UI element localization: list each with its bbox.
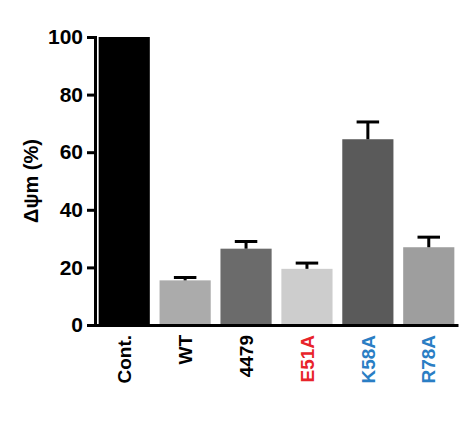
error-stem (366, 122, 369, 139)
bar (220, 249, 271, 325)
x-tick-label: K58A (358, 335, 379, 384)
error-cap (357, 120, 380, 123)
y-tick-label: 100 (48, 25, 83, 48)
y-tick: 20 (60, 256, 95, 279)
x-tick: K58A (358, 325, 379, 384)
bar (403, 247, 454, 325)
y-tick-label: 40 (60, 198, 83, 221)
x-tick: 4479 (236, 325, 257, 377)
error-bar (357, 122, 380, 139)
x-tick-label: R78A (418, 335, 439, 384)
y-tick-mark (87, 151, 95, 154)
x-tick: E51A (297, 325, 318, 383)
error-bar (296, 263, 319, 269)
y-tick-mark (87, 324, 95, 327)
error-bar (235, 241, 258, 248)
error-bar (418, 237, 441, 247)
y-tick-mark (87, 209, 95, 212)
x-tick: Cont. (114, 325, 135, 384)
y-tick: 100 (48, 25, 95, 48)
error-stem (427, 237, 430, 247)
plot-area (99, 37, 455, 325)
error-bar (174, 277, 197, 280)
bar (99, 37, 150, 325)
y-tick-label: 0 (71, 313, 83, 336)
x-tick: R78A (418, 325, 439, 384)
y-tick-label: 20 (60, 256, 83, 279)
y-tick: 40 (60, 198, 95, 221)
y-tick-mark (87, 36, 95, 39)
x-tick-label: E51A (297, 335, 318, 383)
error-cap (418, 236, 441, 239)
chart: 0 20 40 60 80 100 Cont. WT 4479 E51A K58A R78A Δψm (… (0, 0, 471, 431)
x-tick-label: WT (175, 335, 196, 365)
bar (281, 269, 332, 325)
error-cap (174, 276, 197, 279)
y-tick-mark (87, 266, 95, 269)
y-axis-line (87, 38, 96, 326)
y-tick-mark (87, 94, 95, 97)
y-tick: 80 (60, 83, 95, 106)
bar (342, 139, 393, 325)
x-tick-label: 4479 (236, 335, 257, 377)
x-axis: Cont. WT 4479 E51A K58A R78A (96, 325, 459, 384)
y-tick: 0 (71, 313, 95, 336)
x-axis-line (96, 324, 459, 327)
x-tick: WT (175, 325, 196, 365)
y-axis-title: Δψm (%) (20, 139, 42, 223)
y-tick-label: 80 (60, 83, 83, 106)
bar (160, 280, 211, 325)
x-tick-label: Cont. (114, 335, 135, 384)
error-cap (235, 240, 258, 243)
error-cap (296, 262, 319, 265)
y-tick-label: 60 (60, 140, 83, 163)
y-axis: 0 20 40 60 80 100 (48, 25, 96, 336)
y-tick: 60 (60, 140, 95, 163)
